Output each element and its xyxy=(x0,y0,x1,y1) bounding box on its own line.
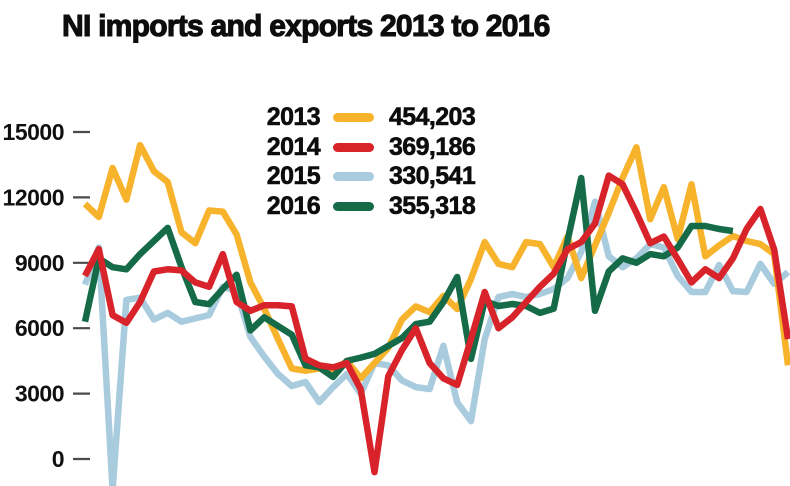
legend-year-label-2016: 2016 xyxy=(266,192,320,221)
chart-line-2013 xyxy=(82,141,790,382)
legend-row-2016: 2016 355,318 xyxy=(264,192,476,222)
legend-year-label-2014: 2014 xyxy=(266,132,320,162)
legend-total-value-2015: 330,541 xyxy=(389,162,476,191)
legend-total-value-2013: 454,203 xyxy=(389,103,476,132)
legend-year-label-2013: 2013 xyxy=(266,103,320,132)
y-axis-label-6000: 6000 xyxy=(15,315,64,341)
chart-line-2016 xyxy=(81,174,734,381)
legend-color-swatch-2015 xyxy=(333,172,374,182)
chart-legend: 2013 454,203 2014 369,186 2015 330,541 2016 355… xyxy=(264,103,476,222)
legend-color-swatch-2016 xyxy=(333,202,374,212)
legend-year-label-2015: 2015 xyxy=(266,162,320,191)
chart-line-2014 xyxy=(82,172,790,476)
chart-title: NI imports and exports 2013 to 2016 xyxy=(61,7,550,43)
y-axis-label-3000: 3000 xyxy=(15,381,64,407)
legend-color-swatch-2013 xyxy=(333,113,374,123)
y-axis-label-9000: 9000 xyxy=(15,250,64,276)
legend-row-2014: 2014 369,186 xyxy=(264,132,476,163)
legend-row-2013: 2013 454,203 xyxy=(264,103,476,133)
legend-total-value-2016: 355,318 xyxy=(389,192,476,221)
y-axis-label-0: 0 xyxy=(52,446,64,472)
legend-row-2015: 2015 330,541 xyxy=(264,162,476,192)
y-axis-label-15000: 15000 xyxy=(3,119,64,145)
legend-total-value-2014: 369,186 xyxy=(389,132,476,162)
legend-color-swatch-2014 xyxy=(333,142,374,152)
y-axis-label-12000: 12000 xyxy=(3,184,64,210)
